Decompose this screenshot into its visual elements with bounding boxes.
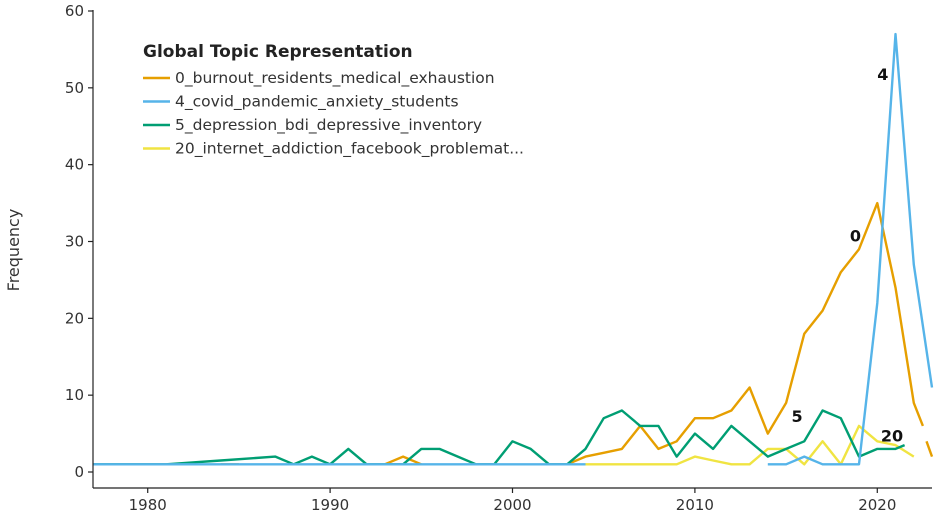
legend-entry[interactable]: 20_internet_addiction_facebook_problemat… <box>175 140 524 159</box>
series-annotations: 0 4 5 20 <box>792 65 904 445</box>
legend[interactable]: Global Topic Representation 0_burnout_re… <box>143 42 524 159</box>
y-tick-label: 30 <box>65 233 84 251</box>
series-2[interactable] <box>93 409 906 466</box>
legend-entry[interactable]: 4_covid_pandemic_anxiety_students <box>175 93 459 112</box>
y-axis-title: Frequency <box>4 209 23 292</box>
series-line[interactable] <box>585 424 915 466</box>
y-tick-label: 10 <box>65 386 84 404</box>
y-axis-ticks: 0 10 20 30 40 50 60 <box>65 2 93 481</box>
x-axis-ticks: 1980 1990 2000 2010 2020 <box>129 488 896 514</box>
y-tick-label: 60 <box>65 2 84 20</box>
x-tick-label: 2000 <box>493 496 531 514</box>
series-line[interactable] <box>767 32 934 466</box>
legend-entry[interactable]: 0_burnout_residents_medical_exhaustion <box>175 69 495 88</box>
y-tick-label: 20 <box>65 309 84 327</box>
series-annotation: 20 <box>881 426 903 445</box>
series-lines <box>93 32 934 466</box>
series-line[interactable] <box>93 409 906 466</box>
y-tick-label: 50 <box>65 79 84 97</box>
series-annotation: 4 <box>877 65 888 84</box>
x-tick-label: 2010 <box>676 496 714 514</box>
series-annotation: 5 <box>792 407 803 426</box>
series-0[interactable] <box>220 201 934 466</box>
series-line[interactable] <box>566 201 925 466</box>
x-tick-label: 2020 <box>858 496 896 514</box>
series-line[interactable] <box>384 455 422 466</box>
series-annotation: 0 <box>850 227 861 246</box>
legend-title: Global Topic Representation <box>143 42 413 62</box>
y-tick-label: 0 <box>74 463 84 481</box>
series-1[interactable] <box>93 32 934 466</box>
x-tick-label: 1980 <box>129 496 167 514</box>
y-tick-label: 40 <box>65 156 84 174</box>
series-3[interactable] <box>585 424 915 466</box>
x-tick-label: 1990 <box>311 496 349 514</box>
legend-entry[interactable]: 5_depression_bdi_depressive_inventory <box>175 116 482 135</box>
series-line[interactable] <box>925 440 934 458</box>
